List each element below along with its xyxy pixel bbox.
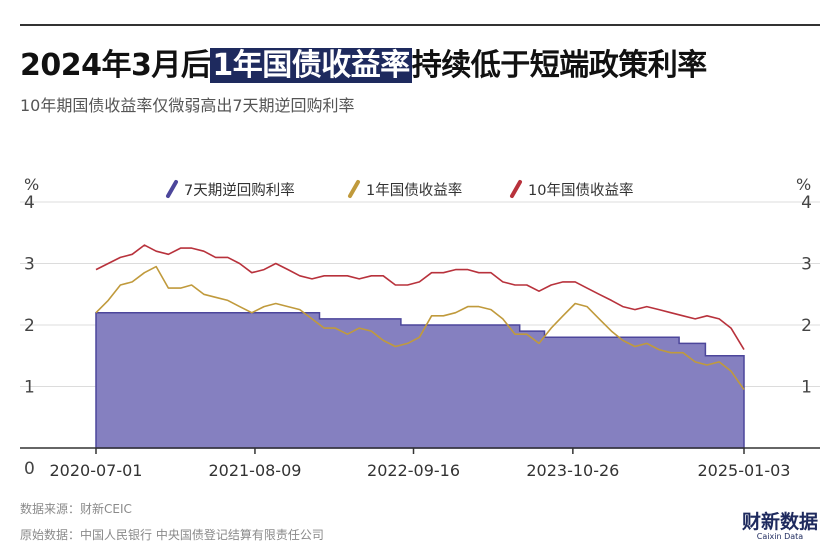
- logo-subtext: Caixin Data: [756, 532, 804, 541]
- x-tick-label: 2025-01-03: [698, 461, 791, 480]
- raw-data-note: 原始数据：中国人民银行 中央国债登记结算有限责任公司: [20, 528, 324, 542]
- legend-label-2: 10年国债收益率: [528, 182, 633, 199]
- y-tick-label-right: 2: [801, 316, 812, 336]
- x-tick-label: 2022-09-16: [367, 461, 460, 480]
- left-unit-label: %: [24, 175, 40, 194]
- y-tick-label-right: 3: [801, 255, 812, 275]
- y-tick-label-left: 0: [24, 459, 35, 479]
- x-tick-label: 2021-08-09: [208, 461, 301, 480]
- logo-text: 财新数据: [741, 511, 818, 533]
- chart-subtitle: 10年期国债收益率仅微弱高出7天期逆回购利率: [20, 96, 355, 115]
- legend-swatch-1: [348, 180, 360, 198]
- x-tick-label: 2020-07-01: [50, 461, 143, 480]
- source-note: 数据来源：财新CEIC: [20, 502, 132, 516]
- title-suffix: 持续低于短端政策利率: [411, 48, 708, 83]
- y-tick-label-right: 4: [801, 193, 812, 213]
- series-area-0: [95, 311, 745, 449]
- x-tick-label: 2023-10-26: [526, 461, 619, 480]
- y-tick-label-left: 2: [24, 316, 35, 336]
- legend-swatch-2: [510, 180, 522, 198]
- y-tick-label-left: 4: [24, 193, 35, 213]
- y-tick-label-left: 1: [24, 378, 35, 398]
- top-rule: [20, 24, 820, 26]
- legend-swatch-0: [166, 180, 178, 198]
- series-line-1: [95, 265, 745, 391]
- caixin-data-logo: 财新数据 Caixin Data: [742, 512, 818, 541]
- title-highlight: 1年国债收益率: [210, 48, 412, 83]
- legend-label-1: 1年国债收益率: [366, 182, 462, 199]
- series-line-2: [95, 244, 745, 351]
- right-unit-label: %: [796, 175, 812, 194]
- legend-label-0: 7天期逆回购利率: [184, 182, 295, 199]
- title-prefix: 2024年3月后: [20, 48, 211, 83]
- y-tick-label-left: 3: [24, 255, 35, 275]
- chart-title: 2024年3月后1年国债收益率持续低于短端政策利率: [20, 40, 707, 84]
- y-tick-label-right: 1: [801, 378, 812, 398]
